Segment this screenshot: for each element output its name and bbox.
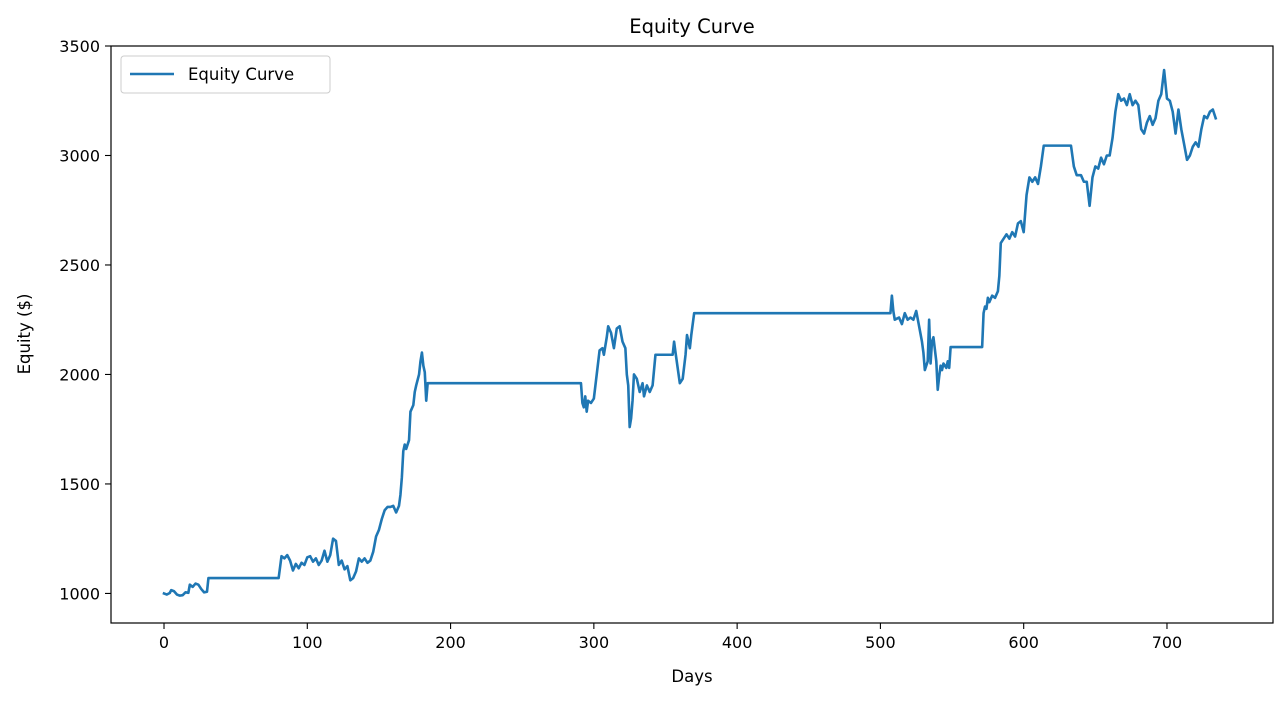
- legend: Equity Curve: [120, 55, 331, 94]
- y-tick-label: 2000: [59, 365, 100, 384]
- x-axis: 0 100 200 300 400 500 600 700: [159, 623, 1182, 652]
- x-tick-label: 700: [1152, 633, 1183, 652]
- y-tick-label: 2500: [59, 256, 100, 275]
- x-tick-label: 200: [435, 633, 466, 652]
- x-tick-label: 500: [865, 633, 896, 652]
- y-axis: 1000 1500 2000 2500 3000 3500: [59, 37, 111, 603]
- y-axis-label: Equity ($): [15, 294, 34, 375]
- y-tick-label: 3000: [59, 146, 100, 165]
- x-tick-label: 0: [159, 633, 169, 652]
- series-layer: [162, 68, 1218, 597]
- legend-box: [120, 55, 331, 94]
- x-axis-label: Days: [671, 667, 712, 686]
- y-tick-label: 3500: [59, 37, 100, 56]
- y-tick-label: 1000: [59, 584, 100, 603]
- x-tick-label: 600: [1008, 633, 1039, 652]
- series-line-equity-curve: [162, 68, 1218, 597]
- x-tick-label: 300: [579, 633, 610, 652]
- axes-frame: [110, 45, 1274, 624]
- x-tick-label: 400: [722, 633, 753, 652]
- legend-label: Equity Curve: [188, 65, 294, 84]
- chart-title: Equity Curve: [629, 15, 754, 38]
- y-tick-label: 1500: [59, 475, 100, 494]
- x-tick-label: 100: [292, 633, 323, 652]
